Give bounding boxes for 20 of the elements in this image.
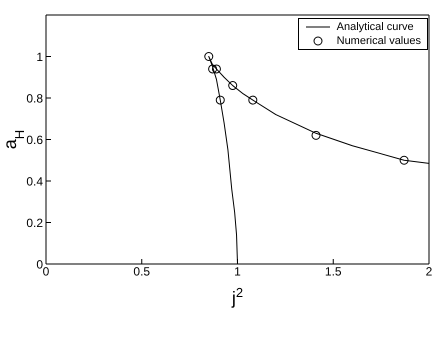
point [216, 96, 225, 105]
y-tick-label: 0.2 [26, 216, 44, 230]
y-tick-label: 0.6 [26, 132, 44, 147]
x-tick-label: 2 [426, 264, 433, 279]
point [208, 64, 218, 74]
point [312, 130, 321, 140]
legend-label: Numerical values [336, 34, 421, 48]
y-tick-label: 1 [36, 50, 44, 64]
x-tick-label: 0.5 [133, 264, 150, 279]
point [248, 96, 258, 105]
x-tick-label: 1 [234, 264, 242, 279]
legend-label: Analytical curve [336, 20, 414, 34]
y-tick-label: 0.4 [26, 174, 44, 188]
point [204, 52, 214, 61]
x-axis-title: j$^{2}$ [230, 284, 244, 308]
point [228, 81, 238, 90]
point [400, 156, 409, 165]
x-tick-label: 1.5 [324, 264, 342, 279]
y-tick-label: 0.8 [26, 91, 44, 106]
point [212, 64, 221, 74]
